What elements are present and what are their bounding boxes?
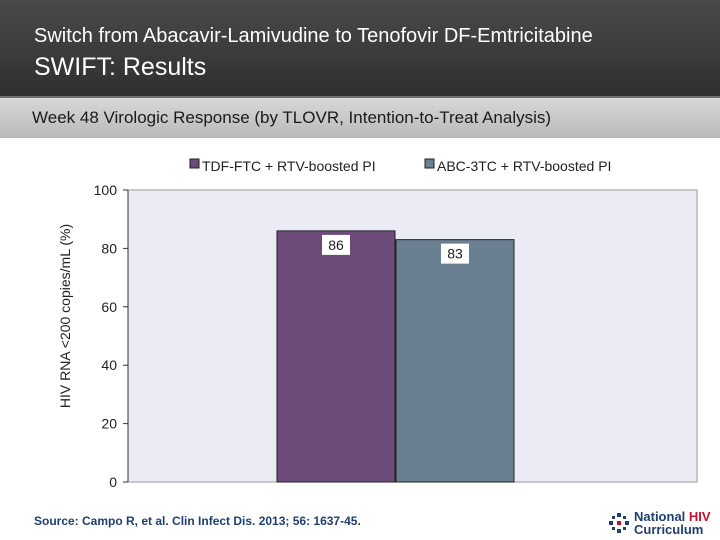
subtitle-bar: Week 48 Virologic Response (by TLOVR, In… bbox=[0, 96, 720, 138]
logo-text-line2: Curriculum bbox=[634, 522, 704, 537]
y-tick-label: 40 bbox=[101, 357, 117, 373]
y-tick-label: 80 bbox=[101, 240, 117, 256]
legend-label: TDF-FTC + RTV-boosted PI bbox=[202, 158, 376, 174]
legend-label: ABC-3TC + RTV-boosted PI bbox=[437, 158, 611, 174]
source-citation: Source: Campo R, et al. Clin Infect Dis.… bbox=[34, 514, 361, 528]
legend-swatch bbox=[189, 158, 200, 169]
national-hiv-curriculum-logo: National HIV Curriculum bbox=[606, 509, 714, 537]
slide-supertitle: Switch from Abacavir-Lamivudine to Tenof… bbox=[34, 25, 593, 47]
data-label-box bbox=[322, 234, 350, 255]
data-label: 86 bbox=[328, 237, 344, 253]
legend-swatch bbox=[424, 158, 435, 169]
logo-text-line1: National HIV bbox=[634, 509, 711, 524]
slide-header: Switch from Abacavir-Lamivudine to Tenof… bbox=[0, 0, 720, 96]
bar-series-1 bbox=[276, 230, 396, 483]
y-tick-label: 60 bbox=[101, 299, 117, 315]
bar-series-2 bbox=[395, 239, 515, 483]
y-axis-label: HIV RNA <200 copies/mL (%) bbox=[57, 224, 73, 408]
slide-title: SWIFT: Results bbox=[34, 53, 207, 81]
y-tick-label: 100 bbox=[94, 182, 118, 198]
y-tick-label: 0 bbox=[109, 474, 117, 490]
data-label: 83 bbox=[447, 246, 463, 262]
logo-burst-icon bbox=[609, 513, 629, 533]
data-label-box bbox=[441, 243, 469, 264]
chart-subtitle: Week 48 Virologic Response (by TLOVR, In… bbox=[32, 108, 552, 127]
y-tick-label: 20 bbox=[101, 416, 117, 432]
